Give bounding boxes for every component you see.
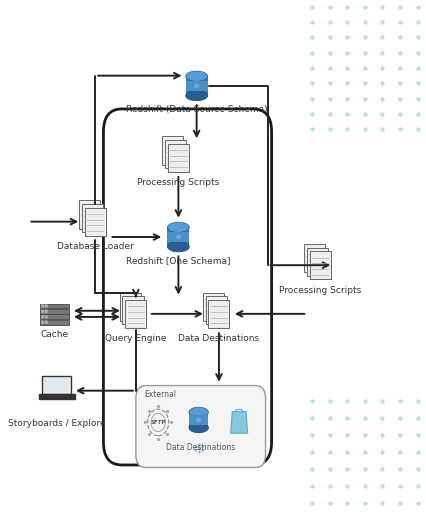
FancyBboxPatch shape bbox=[82, 204, 103, 232]
FancyBboxPatch shape bbox=[205, 296, 226, 324]
FancyBboxPatch shape bbox=[167, 227, 189, 247]
FancyBboxPatch shape bbox=[40, 304, 69, 308]
Circle shape bbox=[45, 305, 47, 307]
Circle shape bbox=[41, 316, 43, 318]
Circle shape bbox=[41, 310, 43, 313]
FancyBboxPatch shape bbox=[162, 136, 183, 164]
FancyBboxPatch shape bbox=[122, 296, 143, 324]
Circle shape bbox=[45, 310, 47, 313]
Ellipse shape bbox=[185, 91, 207, 101]
Text: Storyboards / Explore: Storyboards / Explore bbox=[8, 419, 105, 428]
FancyBboxPatch shape bbox=[185, 76, 207, 96]
FancyBboxPatch shape bbox=[188, 413, 208, 427]
Text: Database Loader: Database Loader bbox=[57, 242, 133, 251]
FancyBboxPatch shape bbox=[167, 144, 188, 171]
FancyBboxPatch shape bbox=[125, 300, 146, 328]
Text: Cache: Cache bbox=[40, 330, 69, 339]
Text: Processing Scripts: Processing Scripts bbox=[137, 178, 219, 187]
Ellipse shape bbox=[196, 418, 201, 422]
Ellipse shape bbox=[167, 242, 189, 252]
Polygon shape bbox=[230, 411, 247, 433]
Circle shape bbox=[41, 321, 43, 323]
FancyBboxPatch shape bbox=[185, 81, 207, 91]
Circle shape bbox=[45, 316, 47, 318]
FancyBboxPatch shape bbox=[40, 309, 69, 314]
Ellipse shape bbox=[193, 83, 199, 89]
FancyBboxPatch shape bbox=[309, 251, 330, 279]
FancyBboxPatch shape bbox=[135, 386, 265, 468]
Text: Processing Scripts: Processing Scripts bbox=[279, 286, 360, 295]
Text: Data Destinations: Data Destinations bbox=[178, 334, 259, 344]
FancyBboxPatch shape bbox=[202, 293, 223, 321]
Circle shape bbox=[41, 305, 43, 307]
FancyBboxPatch shape bbox=[167, 232, 189, 242]
Ellipse shape bbox=[188, 407, 208, 418]
Ellipse shape bbox=[188, 422, 208, 433]
Text: Query Engine: Query Engine bbox=[105, 334, 166, 344]
Text: Redshift [One Schema]: Redshift [One Schema] bbox=[126, 256, 230, 265]
FancyBboxPatch shape bbox=[119, 293, 141, 321]
FancyBboxPatch shape bbox=[85, 208, 106, 236]
FancyBboxPatch shape bbox=[40, 314, 69, 319]
FancyBboxPatch shape bbox=[188, 416, 208, 424]
Ellipse shape bbox=[175, 234, 181, 239]
FancyBboxPatch shape bbox=[79, 200, 100, 229]
Ellipse shape bbox=[167, 222, 189, 232]
FancyBboxPatch shape bbox=[208, 300, 229, 328]
FancyBboxPatch shape bbox=[164, 140, 186, 168]
FancyBboxPatch shape bbox=[38, 394, 75, 399]
Circle shape bbox=[45, 321, 47, 323]
FancyBboxPatch shape bbox=[306, 248, 327, 276]
Ellipse shape bbox=[185, 71, 207, 81]
Text: Redshift (Data Source Schema): Redshift (Data Source Schema) bbox=[126, 106, 267, 114]
FancyBboxPatch shape bbox=[40, 320, 69, 324]
FancyBboxPatch shape bbox=[44, 378, 69, 392]
FancyBboxPatch shape bbox=[42, 376, 71, 394]
Text: SFTP: SFTP bbox=[150, 420, 166, 425]
Text: External: External bbox=[144, 390, 176, 399]
Text: Data Destinations: Data Destinations bbox=[166, 443, 235, 452]
FancyBboxPatch shape bbox=[303, 244, 324, 272]
Text: ❄: ❄ bbox=[192, 442, 204, 457]
